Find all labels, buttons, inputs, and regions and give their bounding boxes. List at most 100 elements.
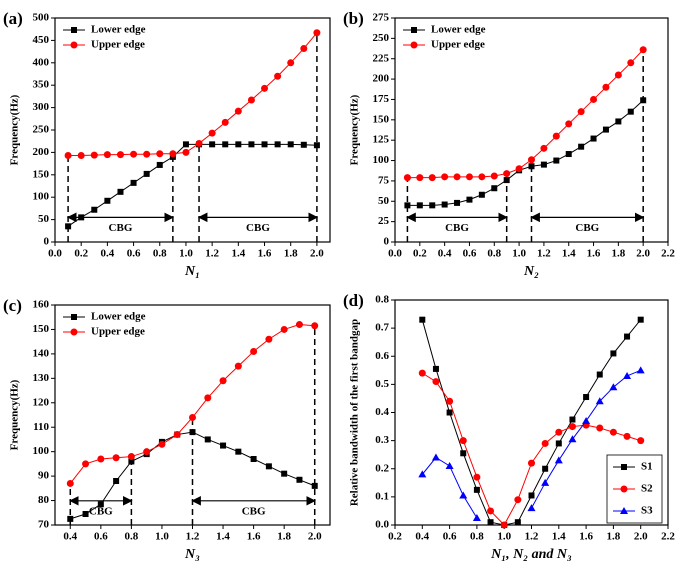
marker bbox=[590, 135, 597, 142]
marker bbox=[65, 223, 72, 230]
panel-label: (b) bbox=[343, 9, 364, 28]
marker bbox=[487, 507, 495, 515]
y-tick-label: 50 bbox=[38, 213, 50, 225]
marker bbox=[500, 521, 508, 529]
x-axis-title: N₃ bbox=[184, 547, 200, 562]
x-tick-label: 1.0 bbox=[512, 248, 526, 260]
marker bbox=[453, 173, 461, 181]
x-tick-label: 0.4 bbox=[63, 531, 77, 543]
x-tick-label: 1.8 bbox=[607, 531, 621, 543]
marker bbox=[182, 148, 190, 156]
y-tick-label: 150 bbox=[373, 113, 390, 125]
y-tick-label: 75 bbox=[378, 174, 390, 186]
y-tick-label: 100 bbox=[373, 154, 390, 166]
marker bbox=[219, 377, 227, 385]
marker bbox=[640, 97, 647, 104]
x-tick-label: 1.2 bbox=[525, 531, 539, 543]
y-tick-label: 0.8 bbox=[375, 294, 389, 306]
y-axis-title: Frequency(Hz) bbox=[349, 94, 361, 165]
marker bbox=[569, 416, 576, 423]
marker bbox=[208, 129, 216, 137]
marker bbox=[235, 448, 242, 455]
x-tick-label: 1.2 bbox=[537, 248, 551, 260]
marker bbox=[300, 141, 307, 148]
marker bbox=[112, 454, 120, 462]
marker bbox=[460, 450, 467, 457]
marker bbox=[565, 120, 573, 128]
marker bbox=[265, 463, 272, 470]
marker bbox=[596, 371, 603, 378]
marker bbox=[189, 413, 196, 421]
y-axis-title: Relative bandwidth of the first bandgap bbox=[349, 319, 361, 506]
y-tick-label: 0.0 bbox=[375, 519, 389, 531]
x-tick-label: 0.2 bbox=[74, 248, 88, 260]
y-tick-label: 350 bbox=[33, 79, 50, 91]
legend-marker bbox=[620, 485, 628, 493]
marker bbox=[296, 476, 303, 483]
marker bbox=[490, 172, 498, 180]
marker bbox=[91, 206, 98, 213]
panel: 70 80 90 100 110 120 130 140 150 160 0.4 0.6 0.8 1.0 1… bbox=[3, 296, 331, 562]
band-label: CBG bbox=[575, 222, 599, 234]
marker bbox=[627, 108, 634, 115]
marker bbox=[416, 202, 423, 209]
panel: 0 50 100 150 200 250 300 350 400 450 500 0.0 0.2 0.4 0… bbox=[3, 9, 331, 279]
marker bbox=[418, 369, 426, 377]
marker bbox=[639, 46, 647, 54]
x-tick-label: 0.2 bbox=[413, 248, 427, 260]
marker bbox=[623, 371, 632, 379]
y-tick-label: 150 bbox=[33, 168, 50, 180]
marker bbox=[235, 141, 242, 148]
y-tick-label: 0.5 bbox=[375, 378, 389, 390]
panel: 0 25 50 75 100 125 150 175 200 225 250 275 0.0 0.2 0.4… bbox=[343, 9, 675, 279]
legend-marker bbox=[620, 507, 628, 514]
x-tick-label: 2.0 bbox=[308, 531, 322, 543]
marker bbox=[250, 456, 257, 462]
y-tick-label: 130 bbox=[33, 372, 50, 384]
x-axis-title: N₁, N₂ and N₃ bbox=[490, 547, 572, 562]
marker bbox=[473, 486, 480, 493]
marker bbox=[248, 141, 255, 148]
y-tick-label: 110 bbox=[33, 421, 49, 433]
y-tick-label: 150 bbox=[33, 323, 50, 335]
marker bbox=[627, 59, 635, 67]
legend-marker bbox=[71, 27, 77, 33]
marker bbox=[636, 366, 645, 374]
marker bbox=[265, 335, 273, 343]
marker bbox=[515, 165, 523, 173]
marker bbox=[615, 118, 622, 125]
marker bbox=[540, 144, 548, 152]
marker bbox=[116, 151, 124, 159]
marker bbox=[220, 442, 227, 449]
marker bbox=[541, 439, 549, 447]
x-tick-label: 0.8 bbox=[153, 248, 167, 260]
y-tick-label: 0.3 bbox=[375, 434, 389, 446]
marker bbox=[602, 126, 609, 133]
marker bbox=[487, 519, 494, 526]
marker bbox=[261, 84, 269, 92]
marker bbox=[311, 322, 319, 330]
marker bbox=[609, 428, 617, 436]
x-tick-label: 1.4 bbox=[552, 531, 566, 543]
marker bbox=[472, 513, 481, 521]
panel-label: (c) bbox=[3, 296, 22, 315]
x-tick-label: 2.0 bbox=[636, 248, 650, 260]
y-tick-label: 100 bbox=[33, 191, 50, 203]
marker bbox=[555, 428, 563, 436]
marker bbox=[428, 174, 436, 182]
marker bbox=[247, 96, 255, 104]
marker bbox=[274, 141, 281, 148]
y-tick-label: 450 bbox=[33, 34, 50, 46]
marker bbox=[143, 170, 150, 177]
marker bbox=[173, 431, 181, 439]
legend-label: Lower edge bbox=[431, 24, 486, 36]
marker bbox=[300, 44, 308, 52]
marker bbox=[528, 156, 535, 164]
marker bbox=[403, 174, 411, 182]
y-tick-label: 225 bbox=[373, 52, 390, 64]
marker bbox=[542, 465, 549, 472]
marker bbox=[540, 161, 547, 168]
y-tick-label: 125 bbox=[373, 134, 390, 146]
y-tick-label: 160 bbox=[33, 299, 50, 311]
